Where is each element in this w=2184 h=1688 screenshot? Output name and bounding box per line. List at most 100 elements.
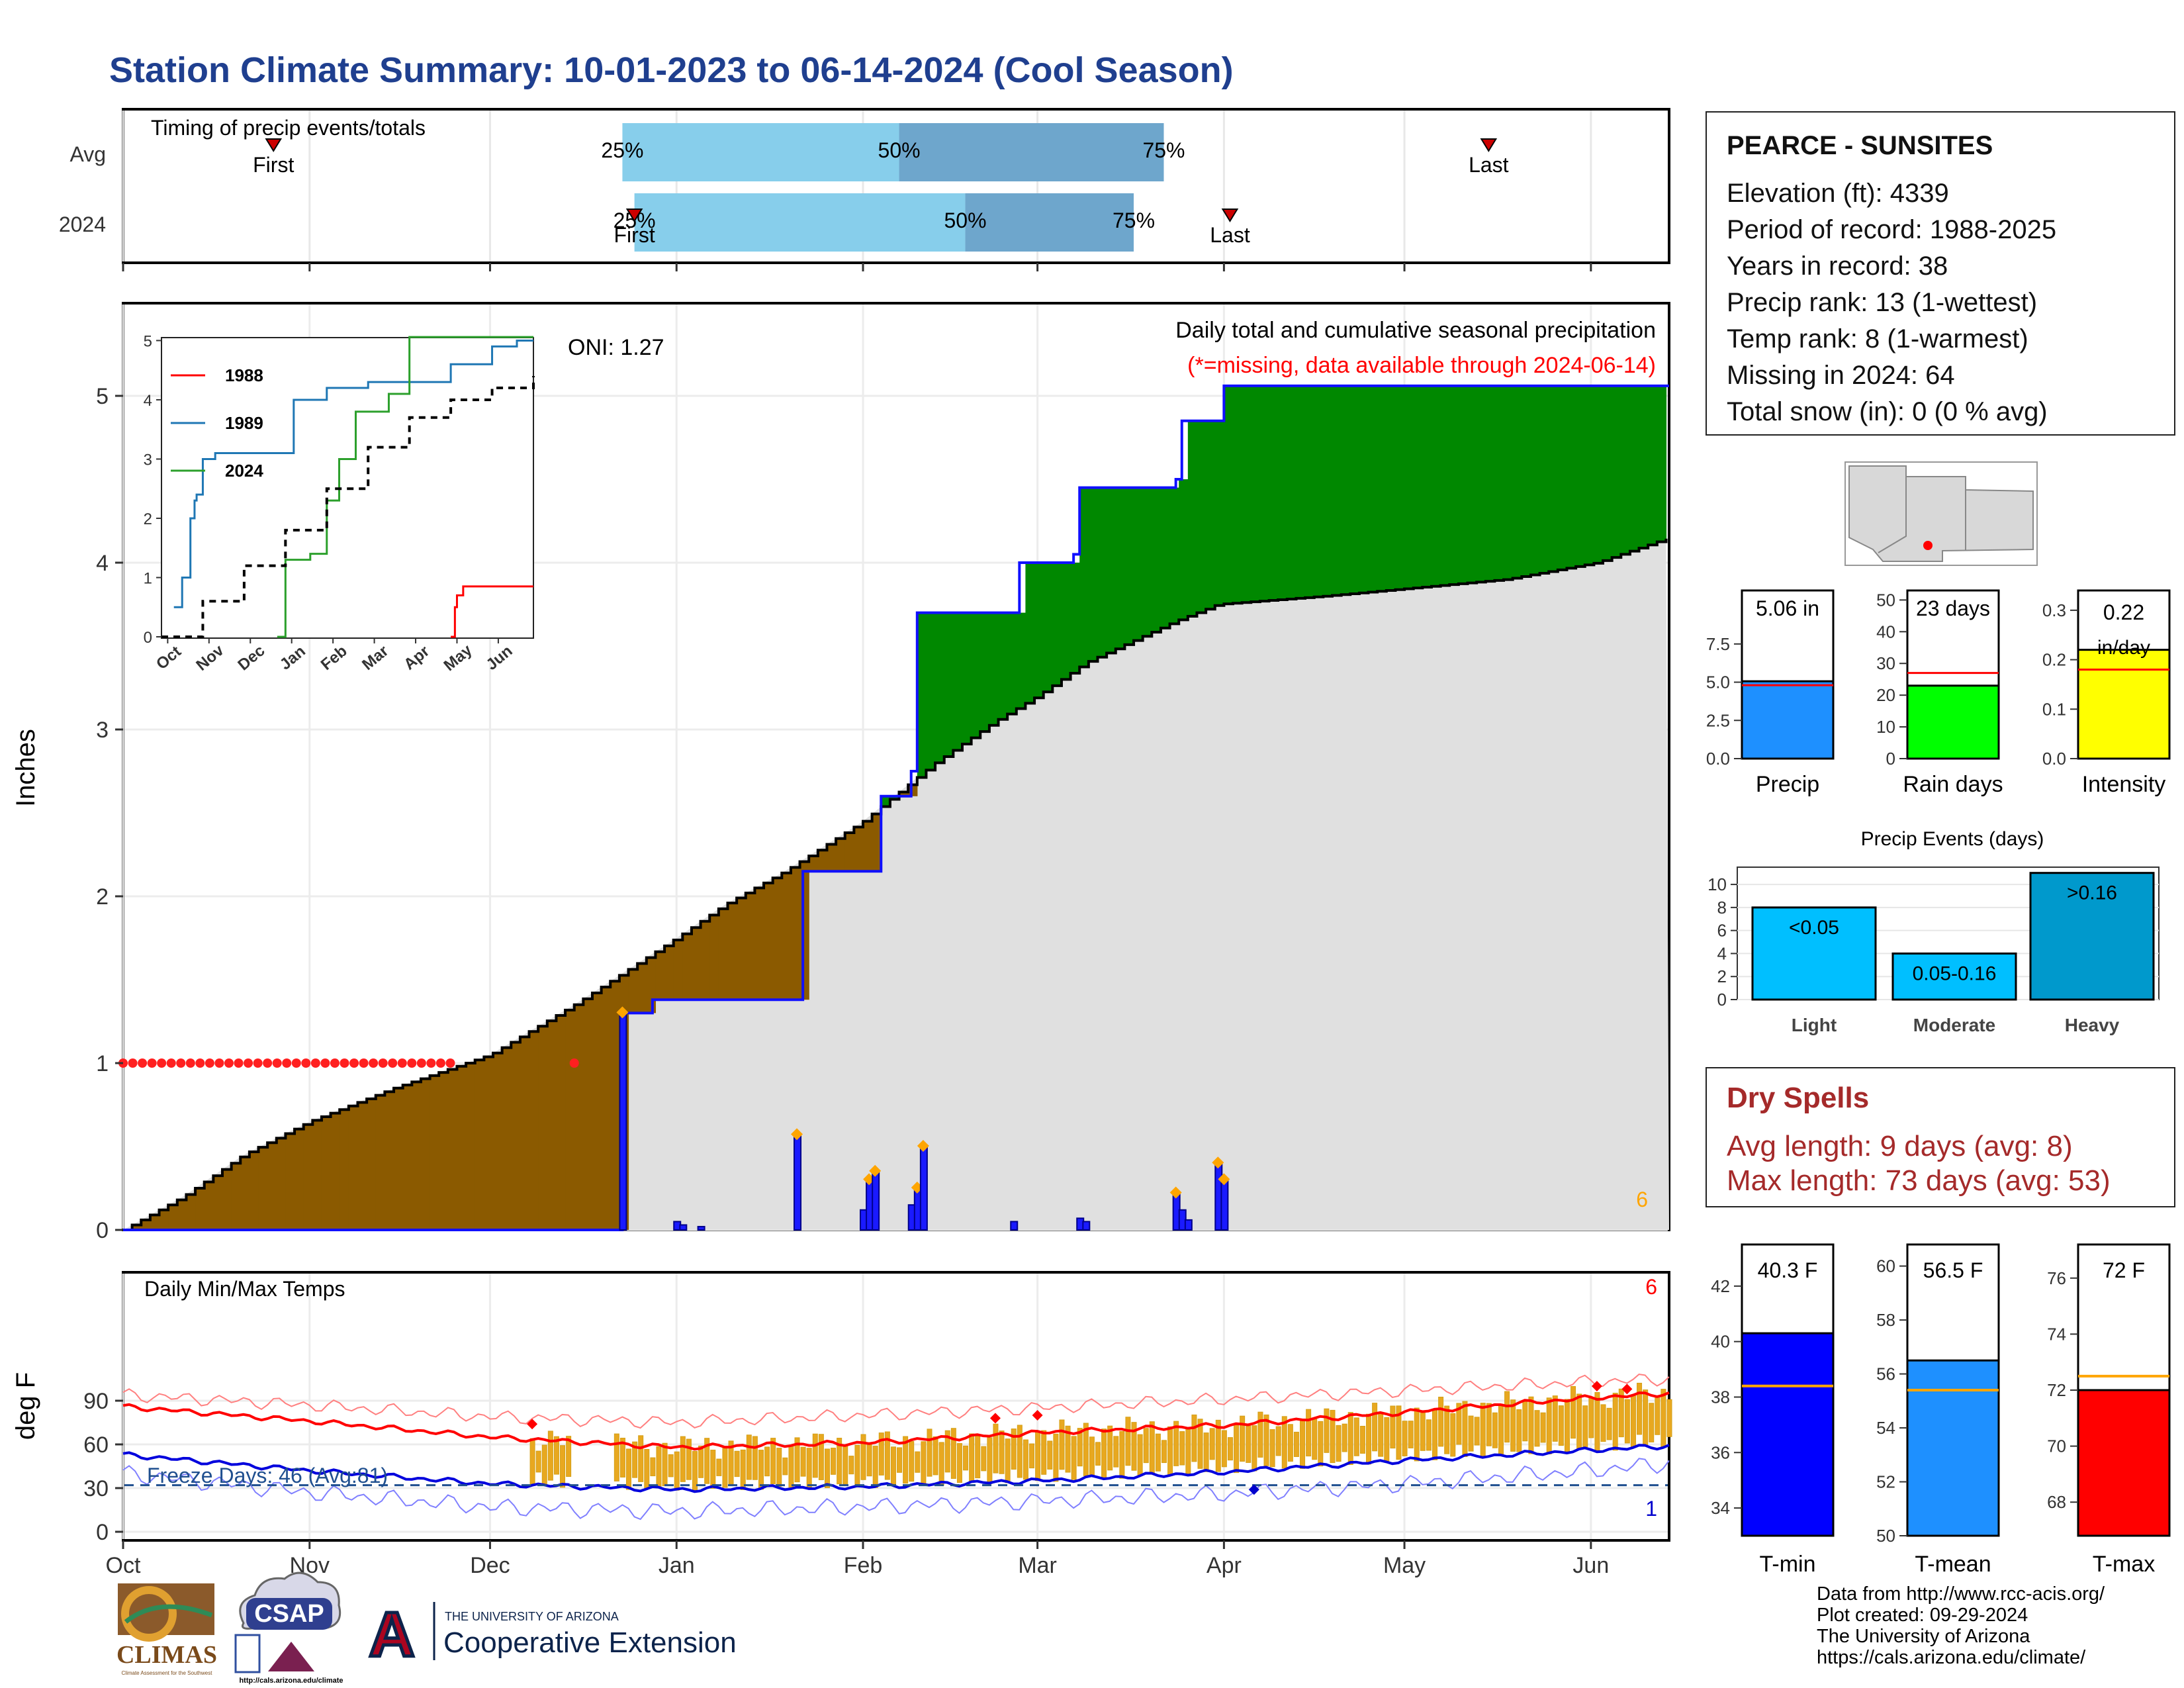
temp-daily-range-bar	[1197, 1419, 1203, 1469]
mini-category-label-Precip: Precip	[1756, 772, 1819, 797]
tbar-ytick-label: 74	[2047, 1324, 2066, 1344]
precip-surplus-bar	[1539, 385, 1549, 573]
mini-category-label-Intensity: Intensity	[2082, 772, 2166, 797]
precip-missing-marker	[224, 1058, 234, 1068]
temp-daily-range-bar	[1251, 1425, 1257, 1472]
precip-deficit-bar	[782, 872, 792, 1000]
temp-daily-range-bar	[854, 1444, 860, 1487]
station-temp-rank: Temp rank: 8 (1-warmest)	[1727, 324, 2028, 353]
timing-last-label-avg: Last	[1469, 153, 1509, 177]
temp-daily-range-bar	[1498, 1403, 1504, 1456]
temp-avg-max-line	[122, 1391, 1670, 1451]
precip-deficit-bar	[457, 1066, 467, 1230]
precip-deficit-bar	[547, 1021, 557, 1230]
inset-line-2024	[277, 336, 533, 638]
temp-daily-range-bar	[1558, 1405, 1564, 1446]
timing-row-avg: Avg	[69, 142, 106, 166]
temp-daily-range-bar	[541, 1444, 547, 1485]
station-missing: Missing in 2024: 64	[1727, 361, 1955, 390]
temp-ytick-label: 30	[83, 1476, 109, 1501]
temp-daily-range-bar	[944, 1430, 950, 1473]
temp-daily-range-bar	[824, 1448, 830, 1489]
temp-daily-range-bar	[1137, 1434, 1143, 1476]
temp-daily-range-bar	[746, 1434, 752, 1480]
temp-daily-range-bar	[1227, 1437, 1233, 1461]
precip-deficit-bar	[195, 1188, 205, 1230]
temp-daily-range-bar	[782, 1457, 788, 1476]
events-category-Heavy: Heavy	[2065, 1015, 2120, 1035]
precip-deficit-bar	[439, 1072, 449, 1230]
precip-surplus-bar	[1584, 385, 1594, 565]
precip-deficit-bar	[484, 1056, 494, 1230]
precip-deficit-bar	[511, 1042, 521, 1230]
precip-surplus-bar	[1314, 385, 1324, 597]
timing-first-marker-2024	[625, 209, 643, 222]
precip-deficit-bar	[764, 882, 774, 1000]
temp-daily-range-bar	[987, 1437, 993, 1484]
precip-deficit-bar	[827, 844, 837, 872]
temp-daily-range-bar	[1318, 1421, 1324, 1467]
station-elevation: Elevation (ft): 4339	[1727, 179, 1949, 208]
mini-category-label-Rain days: Rain days	[1903, 772, 2003, 797]
precip-surplus-bar	[1224, 385, 1234, 604]
temp-daily-range-bar	[1606, 1407, 1612, 1440]
temp-daily-range-bar	[1215, 1419, 1221, 1472]
inset-legend-label-1988: 1988	[225, 365, 263, 385]
tbar-category-label-T-mean: T-mean	[1915, 1552, 1991, 1577]
temp-daily-range-bar	[1576, 1393, 1582, 1450]
temp-daily-range-bar	[1143, 1428, 1149, 1464]
temp-daily-range-bar	[1263, 1414, 1269, 1466]
precip-surplus-bar	[1097, 487, 1107, 657]
climas-logo-subtext: Climate Assessment for the Southwest	[122, 1670, 213, 1676]
temp-hi-count: 6	[1645, 1275, 1657, 1299]
precip-daily-max-marker	[1169, 1186, 1182, 1199]
precip-surplus-bar	[1522, 385, 1531, 577]
precip-deficit-bar	[520, 1037, 530, 1230]
temp-daily-range-bar	[1059, 1419, 1065, 1470]
temp-daily-range-bar	[1372, 1403, 1378, 1452]
precip-surplus-bar	[953, 612, 963, 751]
timing-bar-50-75-2024	[965, 193, 1134, 252]
temp-daily-range-bar	[1522, 1400, 1528, 1442]
precip-missing-marker	[234, 1058, 244, 1068]
precip-surplus-bar	[1557, 385, 1568, 570]
temp-daily-range-bar	[1582, 1405, 1588, 1448]
temp-daily-range-bar	[938, 1442, 944, 1486]
climas-logo-text: CLIMAS	[116, 1641, 217, 1669]
precip-deficit-bar	[682, 933, 692, 1000]
temp-daily-range-bar	[1119, 1430, 1125, 1479]
temp-daily-range-bar	[1071, 1436, 1077, 1480]
precip-missing-marker	[291, 1058, 301, 1068]
precip-deficit-bar	[177, 1199, 187, 1230]
tbar-value-label-T-mean: 56.5 F	[1923, 1258, 1983, 1282]
precip-deficit-bar	[809, 855, 819, 872]
temp-daily-range-bar	[1221, 1430, 1227, 1468]
precip-surplus-bar	[1043, 563, 1053, 692]
temp-daily-range-bar	[1655, 1396, 1661, 1435]
temp-daily-range-bar	[1618, 1388, 1624, 1438]
temp-daily-range-bar	[1661, 1389, 1666, 1448]
precip-deficit-bar	[655, 951, 665, 1000]
timing-first-label-2024: First	[614, 223, 655, 247]
events-category-Light: Light	[1792, 1015, 1837, 1035]
temp-daily-range-bar	[722, 1446, 728, 1488]
tbar-ytick-label: 60	[1876, 1256, 1895, 1276]
temp-daily-range-bar	[1185, 1429, 1191, 1476]
temp-daily-range-bar	[831, 1447, 837, 1475]
precip-surplus-bar	[1485, 385, 1496, 582]
temp-daily-range-bar	[734, 1450, 740, 1477]
temp-daily-range-bar	[927, 1429, 933, 1477]
temp-daily-range-bar	[969, 1433, 975, 1483]
precip-surplus-bar	[980, 612, 990, 732]
timing-last-marker-avg	[1480, 138, 1498, 152]
temp-daily-range-bar	[1637, 1382, 1643, 1435]
temp-daily-range-bar	[1246, 1425, 1251, 1463]
precip-deficit-bar	[899, 792, 909, 796]
tbar-ytick-label: 42	[1711, 1276, 1730, 1296]
precip-surplus-bar	[1115, 487, 1126, 649]
mini-ytick-label: 5.0	[1706, 673, 1730, 692]
precip-deficit-bar	[447, 1069, 458, 1230]
temp-daily-range-bar	[1546, 1397, 1552, 1454]
precip-deficit-bar	[628, 969, 638, 1013]
precip-missing-marker	[176, 1058, 186, 1068]
